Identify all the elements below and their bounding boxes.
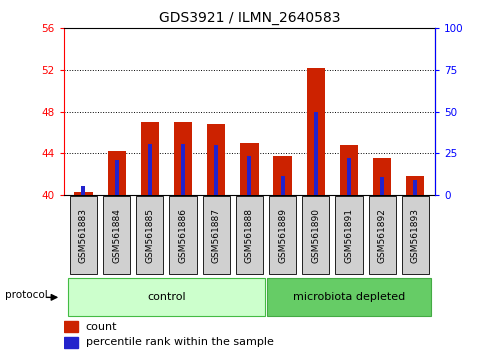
FancyBboxPatch shape <box>368 196 395 274</box>
Text: GSM561886: GSM561886 <box>178 208 187 263</box>
Bar <box>214 145 218 195</box>
Text: GSM561893: GSM561893 <box>410 208 419 263</box>
Bar <box>306 68 324 195</box>
Text: GSM561891: GSM561891 <box>344 208 353 263</box>
FancyBboxPatch shape <box>202 196 229 274</box>
Bar <box>280 176 284 195</box>
Bar <box>141 122 159 195</box>
Text: GSM561889: GSM561889 <box>278 208 286 263</box>
Bar <box>74 192 92 195</box>
Bar <box>206 124 225 195</box>
Text: GSM561890: GSM561890 <box>311 208 320 263</box>
FancyBboxPatch shape <box>235 196 263 274</box>
Text: GSM561892: GSM561892 <box>377 208 386 263</box>
Title: GDS3921 / ILMN_2640583: GDS3921 / ILMN_2640583 <box>158 11 340 24</box>
FancyBboxPatch shape <box>335 196 362 274</box>
Bar <box>339 145 357 195</box>
Bar <box>181 144 184 195</box>
Bar <box>247 156 251 195</box>
Text: microbiota depleted: microbiota depleted <box>292 291 404 302</box>
Bar <box>412 180 416 195</box>
Bar <box>379 177 384 195</box>
Bar <box>313 112 317 195</box>
FancyBboxPatch shape <box>70 196 97 274</box>
FancyBboxPatch shape <box>136 196 163 274</box>
Text: GSM561883: GSM561883 <box>79 208 88 263</box>
Bar <box>406 176 424 195</box>
Text: GSM561887: GSM561887 <box>211 208 220 263</box>
Bar <box>147 144 152 195</box>
Bar <box>63 337 78 348</box>
Bar <box>346 158 350 195</box>
FancyBboxPatch shape <box>169 196 196 274</box>
FancyBboxPatch shape <box>266 278 430 316</box>
Bar <box>240 143 258 195</box>
FancyBboxPatch shape <box>103 196 130 274</box>
Text: GSM561888: GSM561888 <box>244 208 253 263</box>
Text: protocol: protocol <box>5 290 47 300</box>
Bar <box>174 122 192 195</box>
Text: percentile rank within the sample: percentile rank within the sample <box>86 337 273 348</box>
Bar <box>63 321 78 332</box>
FancyBboxPatch shape <box>401 196 428 274</box>
FancyBboxPatch shape <box>302 196 329 274</box>
Bar <box>372 158 390 195</box>
Text: count: count <box>86 321 117 332</box>
Bar <box>114 160 119 195</box>
FancyBboxPatch shape <box>67 278 265 316</box>
Bar <box>81 187 85 195</box>
Text: control: control <box>147 291 185 302</box>
Text: GSM561885: GSM561885 <box>145 208 154 263</box>
Bar <box>273 156 291 195</box>
Text: GSM561884: GSM561884 <box>112 208 121 263</box>
Bar <box>107 151 125 195</box>
FancyBboxPatch shape <box>268 196 296 274</box>
